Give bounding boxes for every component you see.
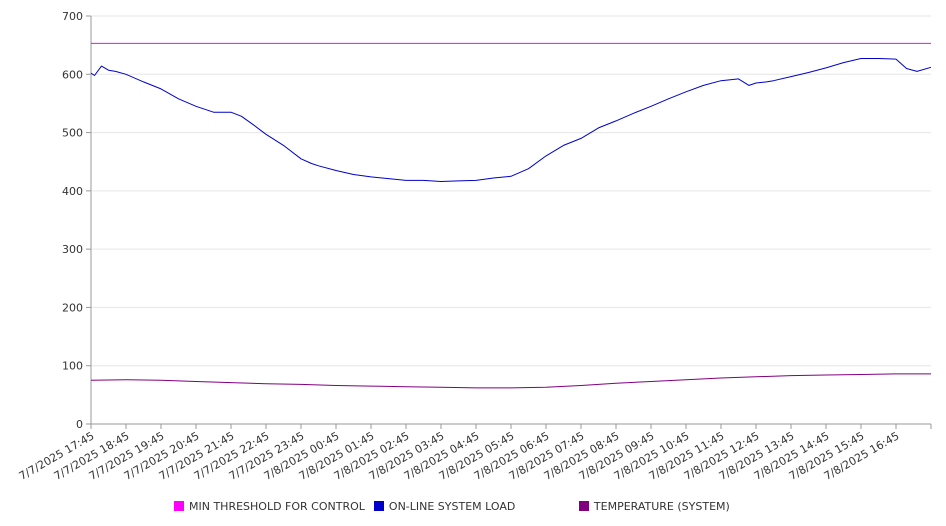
y-tick-label: 0 xyxy=(76,418,83,431)
legend-item-min-threshold[interactable]: MIN THRESHOLD FOR CONTROL xyxy=(174,500,365,513)
grid-lines xyxy=(91,15,931,367)
axes xyxy=(90,16,931,425)
y-axis-ticks: 0 100 200 300 400 500 600 700 xyxy=(62,10,91,431)
chart-legend: MIN THRESHOLD FOR CONTROL ON-LINE SYSTEM… xyxy=(174,498,739,514)
legend-item-temperature[interactable]: TEMPERATURE (SYSTEM) xyxy=(578,499,730,513)
x-axis-ticks: 7/7/2025 17:457/7/2025 18:457/7/2025 19:… xyxy=(17,424,932,483)
y-tick-label: 400 xyxy=(62,185,83,198)
y-tick-label: 200 xyxy=(62,301,83,314)
series-line-temperature-system xyxy=(90,373,931,389)
legend-swatch-min-threshold xyxy=(174,501,184,511)
series-lines xyxy=(90,42,932,389)
legend-swatch-online-system-load xyxy=(373,501,384,511)
legend-label-online-system-load: ON-LINE SYSTEM LOAD xyxy=(388,499,516,513)
legend-label-min-threshold: MIN THRESHOLD FOR CONTROL xyxy=(189,499,365,513)
line-chart: 0 100 200 300 400 500 600 700 7/7/2025 17:457/7… xyxy=(17,10,932,483)
legend-swatch-temperature xyxy=(578,501,589,511)
y-tick-label: 500 xyxy=(62,127,83,140)
legend-item-online-system-load[interactable]: ON-LINE SYSTEM LOAD xyxy=(373,499,570,513)
y-tick-label: 600 xyxy=(62,68,83,81)
y-tick-label: 700 xyxy=(62,10,83,23)
y-tick-label: 300 xyxy=(62,243,83,256)
series-line-on-line-system-load xyxy=(90,58,932,182)
y-tick-label: 100 xyxy=(62,360,83,373)
legend-label-temperature: TEMPERATURE (SYSTEM) xyxy=(593,499,730,513)
